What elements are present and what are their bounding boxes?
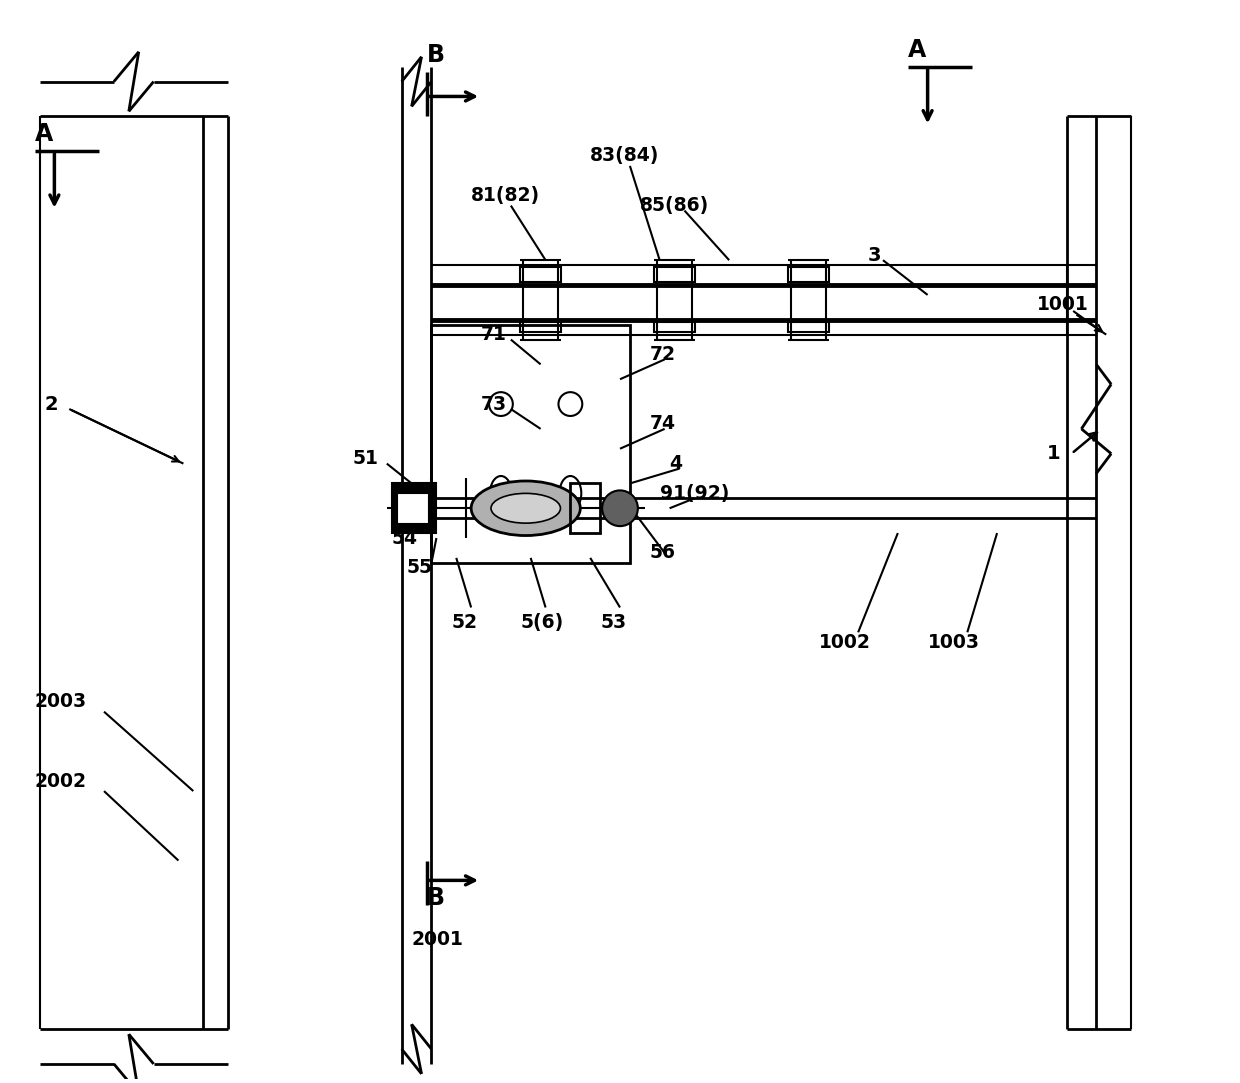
Text: 2003: 2003 <box>35 692 87 712</box>
Bar <box>787 268 830 282</box>
Text: 71: 71 <box>481 325 507 344</box>
Bar <box>787 322 830 331</box>
Text: 81(82): 81(82) <box>471 186 541 205</box>
Bar <box>520 322 562 331</box>
Text: 74: 74 <box>650 415 676 433</box>
Text: 1003: 1003 <box>928 632 980 652</box>
Text: 4: 4 <box>670 454 682 473</box>
Text: 54: 54 <box>392 529 418 548</box>
Text: B: B <box>427 886 444 910</box>
Text: 1001: 1001 <box>1037 296 1089 314</box>
Text: 1002: 1002 <box>818 632 870 652</box>
Text: 56: 56 <box>650 544 676 562</box>
Ellipse shape <box>471 481 580 536</box>
Text: 91(92): 91(92) <box>660 484 729 503</box>
Text: A: A <box>35 122 53 146</box>
Text: 2: 2 <box>45 394 58 414</box>
Text: 73: 73 <box>481 394 507 414</box>
Text: B: B <box>427 42 444 67</box>
Circle shape <box>603 491 637 526</box>
Bar <box>432 325 630 563</box>
Text: 55: 55 <box>407 559 433 577</box>
Text: 2001: 2001 <box>412 930 464 950</box>
Text: 3: 3 <box>868 246 882 264</box>
Bar <box>653 322 696 331</box>
Text: 2002: 2002 <box>35 772 87 791</box>
Text: 51: 51 <box>352 449 378 468</box>
Bar <box>392 483 436 533</box>
Bar <box>397 494 429 523</box>
Text: 1: 1 <box>1047 444 1060 464</box>
Text: 53: 53 <box>600 613 626 631</box>
Text: 5(6): 5(6) <box>521 613 564 631</box>
Bar <box>570 483 600 533</box>
Bar <box>520 268 562 282</box>
Bar <box>653 268 696 282</box>
Ellipse shape <box>491 494 560 523</box>
Text: 72: 72 <box>650 345 676 364</box>
Text: 85(86): 85(86) <box>640 196 709 216</box>
Text: 83(84): 83(84) <box>590 146 660 166</box>
Text: 52: 52 <box>451 613 477 631</box>
Text: A: A <box>908 38 926 62</box>
